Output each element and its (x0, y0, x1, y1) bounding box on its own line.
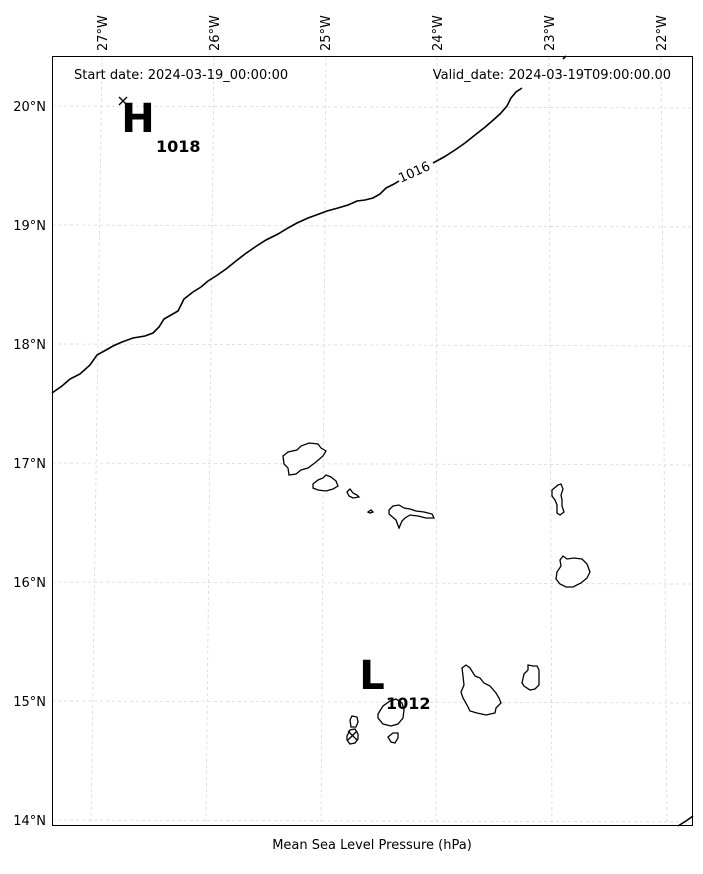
longitude-labels: 27°W 26°W 25°W 24°W 23°W 22°W (96, 15, 670, 51)
map-frame (52, 56, 693, 826)
parallel-14n (51, 819, 694, 823)
island-sao-vicente (312, 474, 339, 492)
meridian-26w (205, 56, 215, 827)
lat-label: 19°N (13, 219, 46, 234)
lat-label: 16°N (13, 576, 46, 591)
parallel-20n (51, 105, 694, 109)
islet-ilheus-secos (349, 715, 359, 728)
meridian-25w (320, 56, 327, 827)
high-symbol: H (121, 96, 154, 142)
high-center-marker-icon (118, 96, 128, 106)
start-date-label: Start date: 2024-03-19_00:00:00 (74, 68, 288, 83)
island-santiago (460, 664, 502, 716)
lon-label: 26°W (208, 15, 223, 51)
island-sal (551, 483, 565, 516)
low-center-marker-icon (347, 730, 358, 741)
island-boa-vista (555, 555, 591, 588)
isobar-corner (677, 815, 694, 827)
lat-label: 15°N (13, 695, 46, 710)
parallel-17n (51, 462, 694, 466)
valid-date-label: Valid_date: 2024-03-19T09:00:00.00 (433, 68, 671, 83)
isobars: 1016 (51, 55, 694, 827)
island-fogo (377, 698, 405, 727)
island-maio (521, 664, 540, 691)
high-value: 1018 (156, 137, 201, 156)
lat-label: 18°N (13, 338, 46, 353)
latitude-labels: 20°N 19°N 18°N 17°N 16°N 15°N 14°N (13, 100, 46, 829)
parallel-18n (51, 343, 694, 347)
isobar-1016-line-east (432, 87, 523, 164)
graticule (51, 56, 694, 827)
island-santo-antao (282, 442, 327, 476)
island-raso (366, 509, 375, 514)
lat-label: 14°N (13, 814, 46, 829)
islands (282, 442, 591, 745)
island-santa-luzia (346, 488, 361, 499)
island-sao-nicolau (388, 504, 436, 530)
lon-label: 24°W (431, 15, 446, 51)
isobar-label-1016: 1016 (396, 159, 432, 186)
isobar-1016-line (51, 180, 400, 394)
lon-label: 23°W (543, 15, 558, 51)
parallel-16n (51, 581, 694, 585)
lat-label: 20°N (13, 100, 46, 115)
low-value: 1012 (386, 694, 431, 713)
low-pressure-center: L 1012 (359, 653, 430, 713)
lon-label: 22°W (655, 15, 670, 51)
low-symbol: L (359, 653, 385, 699)
parallel-15n (51, 700, 694, 704)
lon-label: 27°W (96, 15, 111, 51)
lon-label: 25°W (319, 15, 334, 51)
high-pressure-center: H 1018 (118, 96, 201, 156)
lat-label: 17°N (13, 457, 46, 472)
map-caption: Mean Sea Level Pressure (hPa) (272, 838, 472, 853)
meridian-27w (90, 56, 103, 827)
parallel-19n (51, 224, 694, 228)
meridian-22w (660, 56, 668, 827)
meridian-23w (548, 56, 553, 827)
islet-rombo (387, 732, 399, 744)
meridian-24w (435, 56, 438, 827)
